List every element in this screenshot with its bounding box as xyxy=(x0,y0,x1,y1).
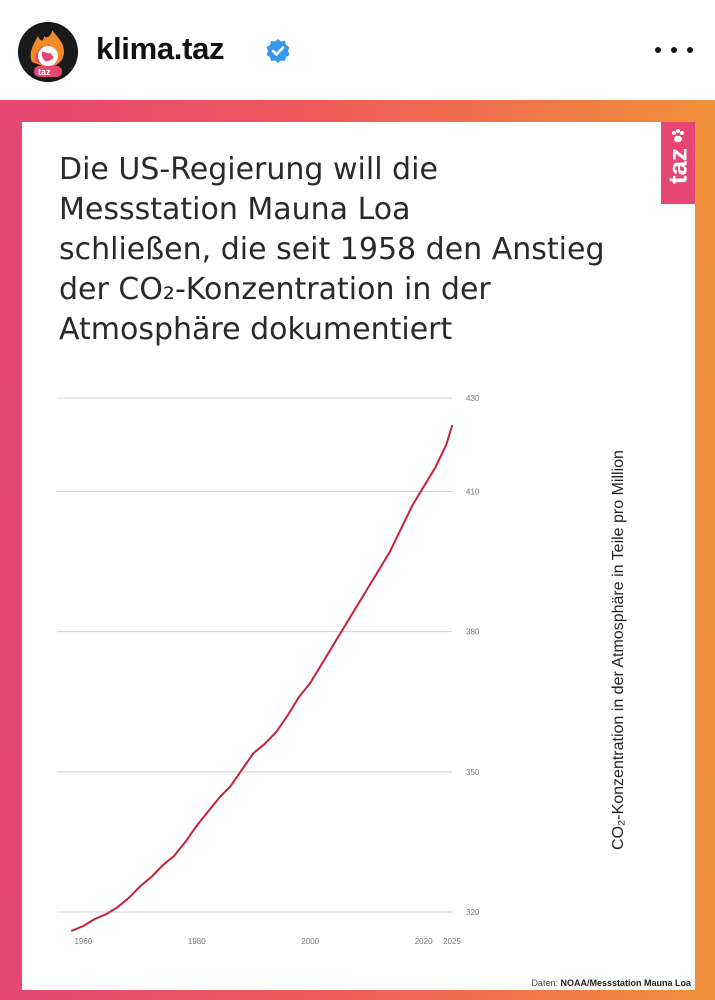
y-tick-label-380: 380 xyxy=(466,628,480,637)
co2-series-line xyxy=(71,425,453,932)
x-tick-label-2025: 2025 xyxy=(443,937,461,946)
source-prefix: Daten: xyxy=(531,978,561,988)
y-tick-label-410: 410 xyxy=(466,487,480,496)
x-tick-label-2000: 2000 xyxy=(301,937,319,946)
headline: Die US-Regierung will die Messstation Ma… xyxy=(59,150,659,350)
headline-line-3: schließen, die seit 1958 den Anstieg xyxy=(59,232,605,267)
headline-line-4: der CO₂-Konzentration in der xyxy=(59,272,491,307)
headline-line-2: Messstation Mauna Loa xyxy=(59,192,411,227)
avatar-label: taz xyxy=(38,67,51,77)
headline-line-1: Die US-Regierung will die xyxy=(59,152,438,187)
post-image: taz Die US-Regierung will die Messstatio… xyxy=(0,100,715,1000)
source-name: NOAA/Messstation Mauna Loa xyxy=(560,978,691,988)
globe-fire-icon xyxy=(18,22,78,82)
y-tick-label-320: 320 xyxy=(466,908,480,917)
taz-logo-tab: taz xyxy=(661,122,695,204)
y-axis-label: CO₂-Konzentration in der Atmosphäre in T… xyxy=(610,450,627,850)
more-options-icon[interactable] xyxy=(655,38,693,62)
paw-icon xyxy=(672,129,684,143)
headline-line-5: Atmosphäre dokumentiert xyxy=(59,312,453,347)
y-tick-label-350: 350 xyxy=(466,768,480,777)
x-tick-label-1960: 1960 xyxy=(74,937,92,946)
y-tick-label-430: 430 xyxy=(466,394,480,403)
co2-chart: 320 350 380 410 430 1960 1980 2000 2020 2025 xyxy=(22,122,695,990)
verified-badge-icon xyxy=(266,39,290,63)
source-credit: Daten: NOAA/Messstation Mauna Loa xyxy=(531,978,691,988)
co2-line-chart: 320 350 380 410 430 1960 1980 2000 2020 2025 xyxy=(57,394,480,946)
x-tick-label-2020: 2020 xyxy=(415,937,433,946)
graphic-card: taz Die US-Regierung will die Messstatio… xyxy=(22,122,695,990)
avatar[interactable]: taz xyxy=(18,22,78,82)
x-tick-label-1980: 1980 xyxy=(188,937,206,946)
post-header: taz klima.taz xyxy=(0,0,715,100)
username[interactable]: klima.taz xyxy=(96,31,225,66)
